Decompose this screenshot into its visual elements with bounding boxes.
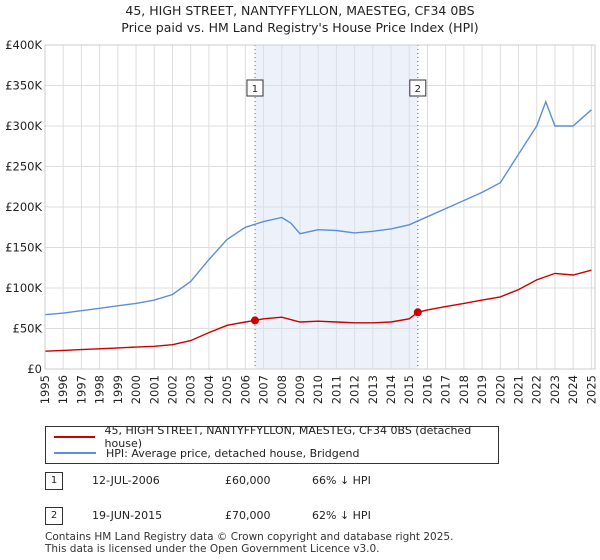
- sale-date: 12-JUL-2006: [92, 474, 160, 487]
- x-tick-label: 2010: [311, 375, 325, 404]
- price-chart: 1 2 £0 £50K £100K £150K £200K £250K £300K £350K £…: [5, 38, 598, 404]
- x-tick-label: 2022: [530, 375, 544, 404]
- series-line-hpi: [44, 99, 592, 316]
- sale-row: 2 19-JUN-2015 £70,000 62% ↓ HPI: [45, 507, 445, 527]
- x-tick-label: 1996: [56, 375, 70, 404]
- y-tick-label: £50K: [13, 322, 43, 336]
- sale-marker-box: 2: [45, 507, 63, 525]
- x-tick-label: 2002: [165, 375, 179, 404]
- legend-swatch-hpi: [54, 452, 96, 454]
- y-tick-label: £350K: [5, 79, 42, 93]
- sale-marker-box: [409, 79, 427, 97]
- sale-row: 1 12-JUL-2006 £60,000 66% ↓ HPI: [45, 472, 445, 492]
- y-tick-label: £0: [27, 362, 42, 376]
- x-tick-label: 2019: [475, 375, 489, 404]
- x-tick-label: 2011: [329, 375, 343, 404]
- sale-date: 19-JUN-2015: [92, 509, 163, 522]
- legend-item-hpi: HPI: Average price, detached house, Brid…: [54, 445, 359, 461]
- sale-point: [413, 308, 422, 317]
- x-tick-label: 2000: [129, 375, 143, 404]
- shaded-period: [254, 45, 418, 369]
- chart-subtitle: Price paid vs. HM Land Registry's House …: [121, 20, 479, 35]
- x-tick-label: 2001: [147, 375, 161, 404]
- sale-price: £70,000: [225, 509, 271, 522]
- sale-marker-box: [246, 79, 264, 97]
- y-tick-label: £150K: [5, 241, 42, 255]
- x-tick-label: 2016: [420, 375, 434, 404]
- footer-copyright: Contains HM Land Registry data © Crown c…: [45, 531, 454, 543]
- x-tick-label: 1997: [74, 375, 88, 404]
- plot-frame: [44, 44, 596, 370]
- x-tick-label: 2013: [366, 375, 380, 404]
- legend-item-property: 45, HIGH STREET, NANTYFFYLLON, MAESTEG, …: [54, 424, 498, 450]
- footer: Contains HM Land Registry data © Crown c…: [45, 531, 453, 555]
- x-tick-label: 2005: [220, 375, 234, 404]
- x-tick-label: 2004: [202, 375, 216, 404]
- sale-marker-label: 1: [252, 84, 258, 95]
- sale-hpi-diff: 62% ↓ HPI: [312, 509, 371, 522]
- sale-price: £60,000: [225, 474, 271, 487]
- x-tick-label: 2018: [457, 375, 471, 404]
- series-line-property: [44, 269, 592, 352]
- chart-title: 45, HIGH STREET, NANTYFFYLLON, MAESTEG, …: [125, 3, 475, 18]
- legend-label-property: 45, HIGH STREET, NANTYFFYLLON, MAESTEG, …: [104, 424, 472, 450]
- x-tick-label: 2020: [493, 375, 507, 404]
- y-tick-label: £100K: [5, 281, 42, 295]
- x-tick-label: 2015: [402, 375, 416, 404]
- x-tick-label: 2025: [584, 375, 598, 404]
- footer-licence: This data is licensed under the Open Gov…: [45, 543, 380, 555]
- x-tick-label: 2023: [548, 375, 562, 404]
- sale-point: [250, 316, 259, 325]
- x-tick-label: 1998: [93, 375, 107, 404]
- x-tick-label: 1995: [38, 375, 52, 404]
- x-tick-label: 2014: [384, 375, 398, 404]
- x-tick-label: 2006: [238, 375, 252, 404]
- y-tick-label: £250K: [5, 160, 42, 174]
- x-tick-label: 2008: [275, 375, 289, 404]
- x-tick-label: 2012: [348, 375, 362, 404]
- x-tick-label: 2017: [439, 375, 453, 404]
- chart-legend: 45, HIGH STREET, NANTYFFYLLON, MAESTEG, …: [45, 424, 499, 464]
- sale-marker-box: 1: [45, 472, 63, 490]
- x-tick-label: 2009: [293, 375, 307, 404]
- x-tick-label: 2024: [566, 375, 580, 404]
- sale-hpi-diff: 66% ↓ HPI: [312, 474, 371, 487]
- sale-marker-label: 2: [415, 84, 421, 95]
- x-tick-label: 2003: [184, 375, 198, 404]
- legend-label-hpi: HPI: Average price, detached house, Brid…: [106, 446, 360, 460]
- y-tick-label: £300K: [5, 119, 42, 133]
- legend-swatch-property: [54, 436, 95, 438]
- x-tick-label: 2021: [512, 375, 526, 404]
- y-tick-label: £400K: [5, 38, 42, 52]
- x-tick-label: 2007: [257, 375, 271, 404]
- y-tick-label: £200K: [5, 200, 42, 214]
- x-tick-label: 1999: [111, 375, 125, 404]
